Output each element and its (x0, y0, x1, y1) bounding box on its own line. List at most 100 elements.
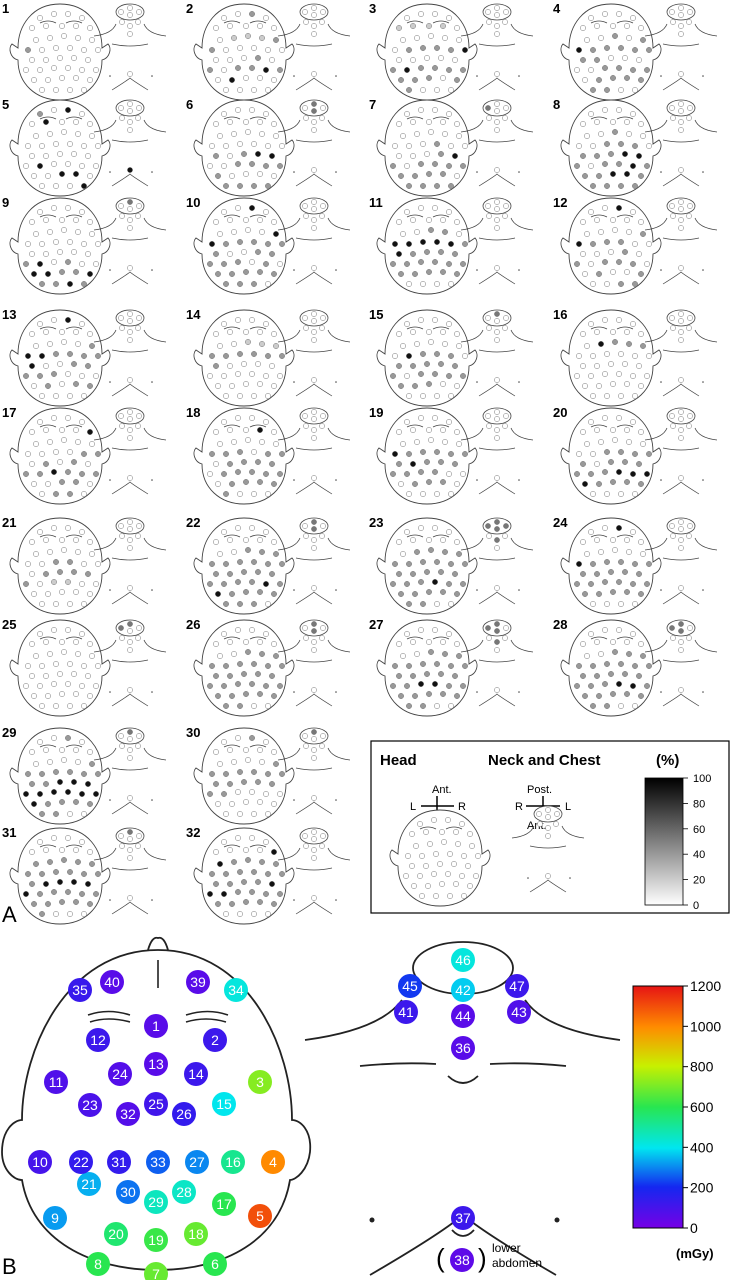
chest-curve (111, 693, 149, 707)
dosimeter-point (406, 601, 412, 607)
dosimeter-point (31, 591, 37, 597)
dosimeter-point (65, 205, 71, 211)
dosimeter-point (223, 491, 229, 497)
dose-label: 32 (120, 1106, 136, 1122)
dosimeter-point (277, 683, 283, 689)
dosimeter-point (418, 317, 424, 323)
dosimeter-point (406, 491, 412, 497)
neck-point (678, 311, 684, 317)
dosimeter-point (622, 55, 628, 61)
neck-point (311, 12, 317, 18)
dose-point: 34 (224, 978, 248, 1002)
chest-dot (293, 799, 295, 801)
dosimeter-point (426, 329, 432, 335)
colorbar-tick-label: 1000 (690, 1018, 721, 1034)
neck-point (302, 733, 308, 739)
chest-curve (295, 383, 333, 397)
dose-point: 41 (394, 1000, 418, 1024)
dosimeter-point (71, 779, 77, 785)
colorbar-tick-label: 0 (690, 1220, 698, 1236)
neck-point (669, 105, 675, 111)
dose-marker (144, 1052, 168, 1076)
dosimeter-point (432, 11, 438, 17)
dosimeter-point (265, 281, 271, 287)
neck-point (135, 213, 141, 219)
shoulder-lines (93, 329, 167, 343)
dosimeter-point (53, 491, 59, 497)
dosimeter-point (65, 415, 71, 421)
dosimeter-point (33, 133, 39, 139)
dose-marker (212, 1092, 236, 1116)
neck-point (494, 127, 500, 133)
dosimeter-point (223, 663, 229, 669)
dosimeter-point (87, 693, 93, 699)
dosimeter-point (237, 601, 243, 607)
dosimeter-point (95, 241, 101, 247)
dosimeter-point (245, 857, 251, 863)
dosimeter-point (452, 251, 458, 257)
dosimeter-point (251, 703, 257, 709)
dosimeter-point (231, 651, 237, 657)
neck-point (320, 733, 326, 739)
dosimeter-point (390, 261, 396, 267)
dosimeter-point (447, 851, 453, 857)
dosimeter-point (241, 879, 247, 885)
patient-number: 14 (186, 307, 201, 322)
dosimeter-point (590, 143, 596, 149)
colorbar-tick-label: 0 (693, 900, 699, 912)
dosimeter-point (31, 77, 37, 83)
neck-point (311, 225, 317, 231)
dosimeter-point (584, 551, 590, 557)
clavicle-line (295, 237, 333, 241)
dosimeter-point (616, 681, 622, 687)
dosimeter-point (207, 373, 213, 379)
dosimeter-point (227, 363, 233, 369)
neck-point (118, 733, 124, 739)
neck-point (119, 325, 125, 331)
clavicle-line (478, 447, 516, 451)
dosimeter-point (235, 469, 241, 475)
dose-label: 11 (49, 1074, 64, 1090)
dosimeter-point (221, 261, 227, 267)
chest-dot (151, 691, 153, 693)
dosimeter-point (580, 461, 586, 467)
dosimeter-point (616, 65, 622, 71)
dosimeter-point (279, 663, 285, 669)
chest-point (678, 265, 684, 271)
dosimeter-point (428, 129, 434, 135)
shoulder-lines (93, 119, 167, 133)
dosimeter-point (59, 589, 65, 595)
neck-point (678, 318, 684, 324)
dose-label: 6 (211, 1256, 219, 1272)
dosimeter-point (594, 251, 600, 257)
head-outline (9, 727, 111, 825)
patient-number: 31 (2, 825, 16, 840)
chest-dot (702, 171, 704, 173)
dosimeter-point (73, 847, 79, 853)
dosimeter-point (396, 219, 402, 225)
dose-marker (451, 978, 475, 1002)
clavicle-line (295, 767, 333, 771)
dose-point: 33 (146, 1150, 170, 1174)
dosimeter-point (452, 57, 458, 63)
dosimeter-point (640, 133, 646, 139)
dosimeter-point (257, 479, 263, 485)
dosimeter-point (33, 551, 39, 557)
clavicle-line (529, 845, 567, 849)
dosimeter-point (237, 281, 243, 287)
dosimeter-point (467, 883, 473, 889)
dosimeter-point (45, 801, 51, 807)
dosimeter-point (95, 561, 101, 567)
dosimeter-point (624, 269, 630, 275)
dosimeter-point (410, 537, 416, 543)
dosimeter-point (644, 67, 650, 73)
dosimeter-point (596, 77, 602, 83)
dosimeter-point (43, 153, 49, 159)
dosimeter-point (265, 451, 271, 457)
dosimeter-point (25, 561, 31, 567)
neck-point (554, 811, 560, 817)
neck-point (320, 105, 326, 111)
dosimeter-point (612, 227, 618, 233)
dosimeter-point (424, 361, 430, 367)
chest-curve (662, 77, 700, 91)
